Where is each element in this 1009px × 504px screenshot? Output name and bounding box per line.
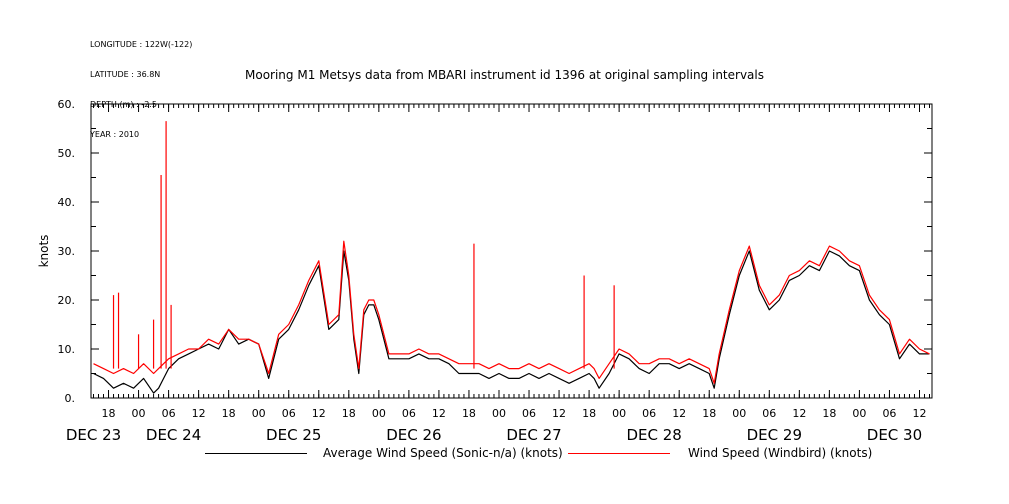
y-tick-label: 50. (58, 147, 76, 160)
x-date-label: DEC 28 (626, 426, 681, 444)
x-date-label: DEC 25 (266, 426, 321, 444)
x-tick-label: 06 (402, 407, 416, 420)
x-tick-label: 06 (522, 407, 536, 420)
series-line-average (93, 250, 930, 394)
x-tick-label: 18 (222, 407, 236, 420)
x-tick-label: 12 (672, 407, 686, 420)
x-tick-label: 06 (162, 407, 176, 420)
x-tick-label: 12 (432, 407, 446, 420)
x-date-label: DEC 26 (386, 426, 441, 444)
x-tick-label: 18 (822, 407, 836, 420)
x-tick-label: 12 (312, 407, 326, 420)
meta-latitude: LATITUDE : 36.8N (90, 70, 161, 79)
legend-label-average: Average Wind Speed (Sonic-n/a) (knots) (323, 446, 563, 460)
meta-year: YEAR : 2010 (90, 130, 140, 139)
y-tick-label: 40. (58, 196, 76, 209)
x-date-label: DEC 23 (66, 426, 121, 444)
x-tick-label: 18 (462, 407, 476, 420)
x-date-label: DEC 29 (747, 426, 802, 444)
x-tick-label: 06 (882, 407, 896, 420)
chart-title: Mooring M1 Metsys data from MBARI instru… (245, 68, 764, 82)
x-tick-label: 06 (762, 407, 776, 420)
series-line-windbird (93, 240, 930, 384)
x-tick-label: 12 (912, 407, 926, 420)
x-date-label: DEC 27 (506, 426, 561, 444)
y-tick-label: 0. (65, 392, 76, 405)
x-tick-label: 06 (282, 407, 296, 420)
x-date-label: DEC 30 (867, 426, 922, 444)
y-tick-label: 60. (58, 98, 76, 111)
x-tick-label: 12 (792, 407, 806, 420)
x-tick-label: 18 (102, 407, 116, 420)
x-tick-label: 18 (702, 407, 716, 420)
legend-label-windbird: Wind Speed (Windbird) (knots) (688, 446, 873, 460)
x-tick-label: 00 (372, 407, 386, 420)
x-tick-label: 00 (732, 407, 746, 420)
x-tick-label: 00 (492, 407, 506, 420)
x-date-label: DEC 24 (146, 426, 201, 444)
x-tick-label: 18 (582, 407, 596, 420)
legend: Average Wind Speed (Sonic-n/a) (knots) W… (0, 446, 1009, 462)
x-tick-label: 18 (342, 407, 356, 420)
x-tick-label: 00 (132, 407, 146, 420)
y-tick-label: 20. (58, 294, 76, 307)
legend-swatch-windbird (568, 453, 670, 454)
y-tick-label: 10. (58, 343, 76, 356)
y-tick-label: 30. (58, 245, 76, 258)
x-tick-label: 12 (192, 407, 206, 420)
x-tick-label: 00 (252, 407, 266, 420)
legend-swatch-average (205, 453, 307, 454)
x-tick-label: 00 (852, 407, 866, 420)
meta-longitude: LONGITUDE : 122W(-122) (90, 40, 193, 49)
x-tick-label: 00 (612, 407, 626, 420)
y-axis-label: knots (37, 235, 51, 268)
x-tick-label: 06 (642, 407, 656, 420)
plot-frame (90, 103, 933, 399)
x-tick-label: 12 (552, 407, 566, 420)
